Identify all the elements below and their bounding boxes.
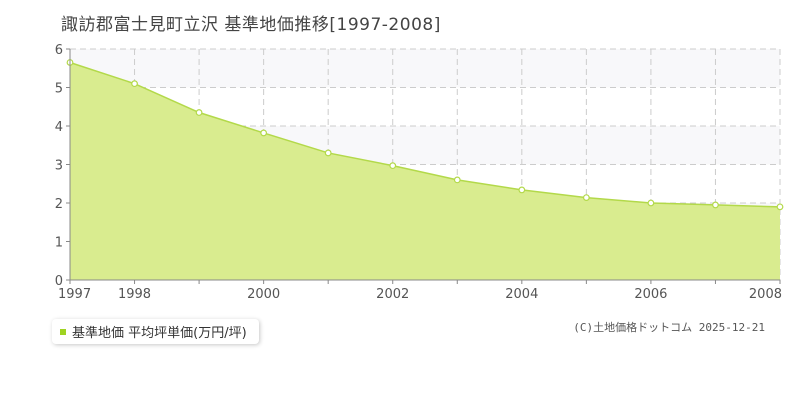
y-tick-label: 1 <box>55 236 63 251</box>
legend-label: 基準地価 平均坪単価(万円/坪) <box>72 326 247 341</box>
y-tick-label: 6 <box>55 43 63 58</box>
series-line <box>69 61 781 208</box>
chart-title: 諏訪郡富士見町立沢 基準地価推移[1997-2008] <box>61 15 441 35</box>
y-tick-label: 3 <box>55 159 63 174</box>
x-tick-label: 2000 <box>247 287 280 302</box>
copyright-text: (C)土地価格ドットコム 2025-12-21 <box>573 321 765 334</box>
plot-band <box>70 49 780 88</box>
legend: 基準地価 平均坪単価(万円/坪) <box>52 319 259 344</box>
data-point <box>582 194 590 202</box>
data-point <box>776 203 784 211</box>
data-point <box>131 80 138 88</box>
y-tick-label: 4 <box>55 120 63 135</box>
data-point <box>453 176 461 184</box>
data-point <box>195 109 203 116</box>
x-tick-label: 2006 <box>634 287 667 302</box>
x-tick-label: 2004 <box>505 287 538 302</box>
data-point <box>647 199 655 207</box>
data-point <box>712 201 719 209</box>
y-tick-label: 0 <box>55 274 63 289</box>
data-point <box>260 129 268 137</box>
y-tick-label: 2 <box>55 197 63 212</box>
data-point <box>389 162 397 170</box>
x-tick-label: 1998 <box>118 287 151 302</box>
x-tick-label: 2008 <box>749 287 782 302</box>
y-tick-label: 5 <box>55 82 63 97</box>
x-tick-label: 1997 <box>58 287 91 302</box>
series-area <box>70 62 780 280</box>
data-point <box>324 149 332 157</box>
x-tick-label: 2002 <box>376 287 409 302</box>
legend-marker-icon <box>60 328 66 335</box>
data-point <box>518 186 526 194</box>
